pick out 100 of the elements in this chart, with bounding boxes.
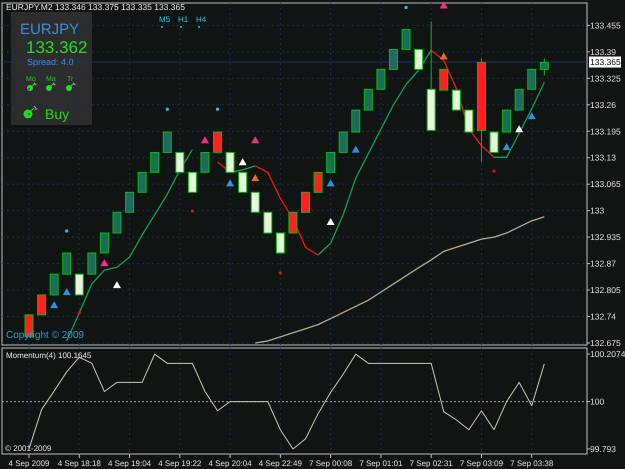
ref-line-label: 133.365: [590, 57, 621, 68]
point: [278, 271, 282, 275]
y-tick-label: 100: [590, 396, 604, 407]
candlestick: [301, 192, 310, 213]
chart-title: EURJPY.M2 133.346 133.375 133.335 133.365: [6, 2, 186, 12]
point: [200, 136, 209, 144]
y-tick-label: 133.325: [590, 73, 621, 84]
point: [515, 125, 524, 132]
candlestick: [540, 58, 549, 76]
y-tick-label: 133: [590, 206, 604, 216]
annotation: EURJPY: [20, 21, 80, 38]
candlestick: [514, 88, 524, 111]
x-tick-label: 4 Sep 22:49: [258, 459, 302, 468]
candlestick: [464, 110, 474, 133]
point: [112, 281, 121, 288]
annotation: M5: [159, 15, 171, 24]
candlestick: [452, 90, 461, 111]
point: [65, 229, 68, 233]
point: [50, 301, 58, 308]
candlestick: [125, 192, 134, 213]
x-tick-label: 4 Sep 19:22: [158, 459, 202, 468]
point: [166, 108, 169, 111]
candlestick: [414, 48, 424, 70]
candlestick: [502, 110, 512, 133]
candlestick: [112, 212, 122, 234]
candlestick: [490, 132, 499, 153]
candlestick: [188, 172, 197, 193]
point: [216, 108, 220, 111]
candlestick: [238, 172, 248, 193]
y-tick-label: 133.065: [590, 179, 621, 190]
chart-title: Momentum(4) 100.1645: [6, 351, 92, 360]
y-tick-label: 132.74: [590, 312, 616, 322]
line-series: [254, 216, 545, 344]
point: [326, 179, 335, 186]
annotation: 133.362: [26, 38, 88, 57]
candlestick: [388, 48, 398, 70]
candlestick: [338, 132, 348, 153]
annotation: © 2001-2009: [5, 444, 52, 453]
candlestick: [50, 274, 59, 296]
x-tick-label: 7 Sep 03:09: [460, 459, 504, 468]
candlestick: [326, 152, 336, 173]
point: [62, 288, 71, 296]
point: [251, 136, 260, 144]
y-tick-label: 132.675: [590, 338, 621, 348]
point: [190, 209, 194, 213]
point: [440, 52, 448, 60]
y-tick-label: 133.13: [590, 152, 616, 163]
candlestick: [226, 152, 235, 173]
candlestick: [364, 88, 373, 111]
annotation: H4: [196, 15, 207, 24]
candlestick: [162, 132, 172, 153]
candlestick: [87, 252, 96, 275]
candlestick: [250, 192, 260, 213]
y-tick-label: 100.2074: [590, 349, 625, 360]
candlestick: [263, 212, 272, 234]
y-tick-label: 132.805: [590, 285, 621, 296]
x-tick-label: 4 Sep 20:04: [208, 459, 252, 468]
annotation: H1: [178, 15, 189, 24]
point: [238, 158, 247, 166]
x-tick-label: 4 Sep 2009: [8, 459, 50, 468]
candlestick: [276, 232, 285, 254]
candlestick: [314, 172, 323, 193]
candlestick: [439, 68, 448, 91]
y-tick-label: 133.195: [590, 126, 621, 136]
point: [326, 218, 335, 226]
candlestick: [62, 252, 72, 275]
candlestick: [74, 274, 84, 296]
point: [78, 311, 81, 314]
point: [528, 112, 536, 120]
point: [100, 259, 108, 266]
x-tick-label: 7 Sep 02:31: [410, 459, 454, 468]
x-tick-label: 7 Sep 03:38: [510, 459, 554, 468]
candlestick: [37, 294, 46, 316]
candlestick: [527, 68, 536, 90]
annotation: Spread: 4.0: [27, 57, 74, 67]
y-tick-label: 132.87: [590, 258, 616, 269]
point: [226, 179, 234, 186]
candlestick: [138, 172, 147, 193]
point: [404, 6, 408, 10]
y-tick-label: 132.935: [590, 232, 621, 242]
point: [492, 170, 496, 173]
candlestick: [402, 28, 411, 50]
point: [352, 146, 360, 153]
x-tick-label: 7 Sep 01:01: [359, 459, 404, 468]
candlestick: [150, 152, 160, 173]
y-tick-label: 133.26: [590, 100, 616, 110]
x-tick-label: 7 Sep 00:08: [309, 459, 353, 468]
annotation: Buy: [45, 106, 70, 122]
candlestick: [175, 152, 184, 173]
candlestick: [100, 232, 109, 254]
candlestick: [200, 152, 210, 173]
y-tick-label: 99.793: [590, 444, 616, 454]
point: [251, 174, 260, 182]
y-tick-label: 133.455: [590, 20, 621, 30]
candlestick: [213, 132, 222, 153]
candlestick: [351, 110, 360, 133]
y-tick-label: 133.39: [590, 46, 616, 57]
candlestick: [288, 212, 298, 234]
x-tick-label: 4 Sep 19:04: [108, 459, 152, 468]
point: [502, 143, 511, 150]
